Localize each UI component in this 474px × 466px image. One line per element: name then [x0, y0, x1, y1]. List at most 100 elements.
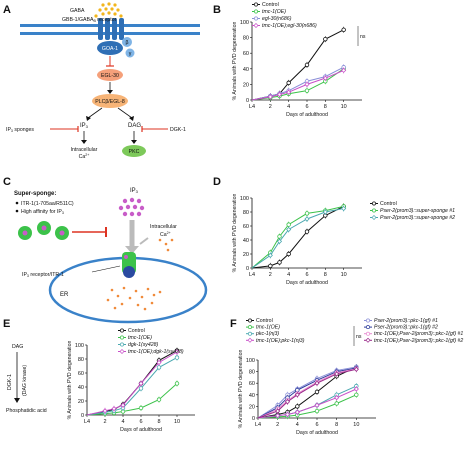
data-point [268, 263, 273, 269]
ip3-sponges-label: IP3 sponges [6, 127, 34, 133]
pkc-protein [122, 145, 146, 157]
y-tick-label: 80 [78, 357, 84, 363]
y-tick-label: 0 [246, 98, 249, 104]
data-point [286, 80, 291, 86]
receptor-subunit-4 [119, 18, 124, 40]
legend-marker [253, 23, 259, 28]
data-point [334, 371, 340, 377]
x-tick-label: 4 [287, 104, 290, 110]
data-point [156, 397, 162, 402]
data-point [138, 405, 144, 411]
data-point [277, 234, 282, 239]
legend-marker [120, 328, 124, 333]
legend-label: egl-30(n686) [262, 16, 292, 22]
series-line [86, 351, 178, 416]
legend-label: Pser-2(prom3)::pkc-1(gf) #1 [374, 318, 438, 324]
series-line [86, 383, 178, 416]
data-point [284, 399, 291, 405]
data-point [120, 402, 126, 408]
data-point [286, 226, 292, 233]
x-tick-label: 2 [276, 422, 279, 428]
panel-e-pathway: DAG DGK-1 (DAG kinase) Phosphatidic acid [6, 344, 47, 414]
data-point [267, 94, 273, 100]
series-line [257, 388, 357, 419]
calcium-label-c: Ca2+ [160, 231, 171, 238]
legend-label: tmc-1(OE);Pser-2(prom3)::pkc-1(gf) #1 [374, 331, 463, 337]
legend-marker [254, 16, 258, 21]
goa-1-protein [97, 41, 123, 55]
data-point [286, 222, 291, 227]
gaba-molecules [94, 2, 123, 18]
data-point [276, 238, 283, 244]
x-tick-label: 10 [353, 422, 359, 428]
x-axis-label: Days of adulthood [296, 430, 338, 436]
y-tick-label: 60 [243, 51, 249, 57]
x-tick-label: 6 [315, 422, 318, 428]
y-tick-label: 20 [249, 404, 255, 410]
y-tick-label: 0 [246, 266, 249, 272]
panel-label-b: B [213, 4, 221, 16]
data-point [341, 27, 346, 32]
x-tick-label: 6 [305, 272, 308, 278]
data-point [294, 392, 300, 398]
data-point [354, 392, 359, 397]
legend-marker [254, 9, 258, 14]
egl-30-protein [97, 69, 123, 81]
data-point [156, 359, 162, 366]
x-tick-label: 8 [324, 272, 327, 278]
data-point [174, 355, 180, 360]
y-tick-label: 80 [249, 370, 255, 376]
x-tick-label: 8 [324, 104, 327, 110]
data-point [286, 89, 292, 95]
legend-label: Control [128, 328, 145, 334]
legend-label: Control [256, 318, 273, 324]
y-axis-label: % Animals with PVD degeneration [238, 350, 244, 429]
x-tick-label: L4 [249, 272, 255, 278]
y-axis-label: % Animals with PVD degeneration [232, 22, 238, 101]
er-label: ER [60, 292, 69, 298]
legend-marker [372, 201, 376, 206]
legend-label: Pser-2(prom3)::super-sponge #2 [380, 215, 455, 221]
super-sponge-icons [18, 221, 69, 240]
data-point [304, 216, 310, 222]
y-tick-label: 60 [243, 224, 249, 230]
panel-c-diagram: Super-sponge: ITR-1(1-705aa/R511C) High … [14, 188, 208, 324]
phosphatidic-acid-label: Phosphatidic acid [6, 408, 47, 414]
y-tick-label: 80 [243, 210, 249, 216]
dag-label-e: DAG [12, 344, 23, 350]
data-point [314, 389, 320, 395]
y-tick-label: 40 [249, 393, 255, 399]
panel-label-c: C [3, 176, 11, 188]
legend-marker [248, 318, 252, 323]
legend-marker [371, 215, 377, 220]
x-tick-label: 4 [296, 422, 299, 428]
panel-label-e: E [3, 318, 10, 330]
data-point [334, 401, 339, 406]
super-sponge-title: Super-sponge: [14, 191, 56, 197]
receptor-label-c: IP3 receptor/ITR-1 [22, 272, 64, 278]
y-axis-label: % Animals with PVD degeneration [67, 341, 73, 420]
y-tick-label: 20 [243, 82, 249, 88]
x-tick-label: 6 [139, 419, 142, 425]
y-tick-label: 100 [75, 343, 84, 349]
x-tick-label: 4 [287, 272, 290, 278]
series-line [257, 394, 357, 419]
y-tick-label: 100 [246, 358, 255, 364]
data-point [304, 88, 310, 93]
data-point [174, 381, 180, 386]
y-tick-label: 40 [243, 67, 249, 73]
x-tick-label: 8 [157, 419, 160, 425]
y-tick-label: 20 [78, 399, 84, 405]
intracellular-label-c: Intracellular [150, 224, 177, 230]
legend-marker [372, 208, 376, 213]
legend-marker [254, 2, 258, 7]
calcium-dots [106, 238, 174, 311]
data-point [322, 75, 328, 81]
legend-label: tmc-1(OE);Pser-2(prom3)::pkc-1(gf) #2 [374, 338, 463, 344]
y-tick-label: 60 [78, 371, 84, 377]
data-point [341, 67, 347, 73]
series-line [251, 29, 344, 101]
x-tick-label: 10 [341, 104, 347, 110]
data-point [304, 229, 310, 234]
x-tick-label: 10 [174, 419, 180, 425]
